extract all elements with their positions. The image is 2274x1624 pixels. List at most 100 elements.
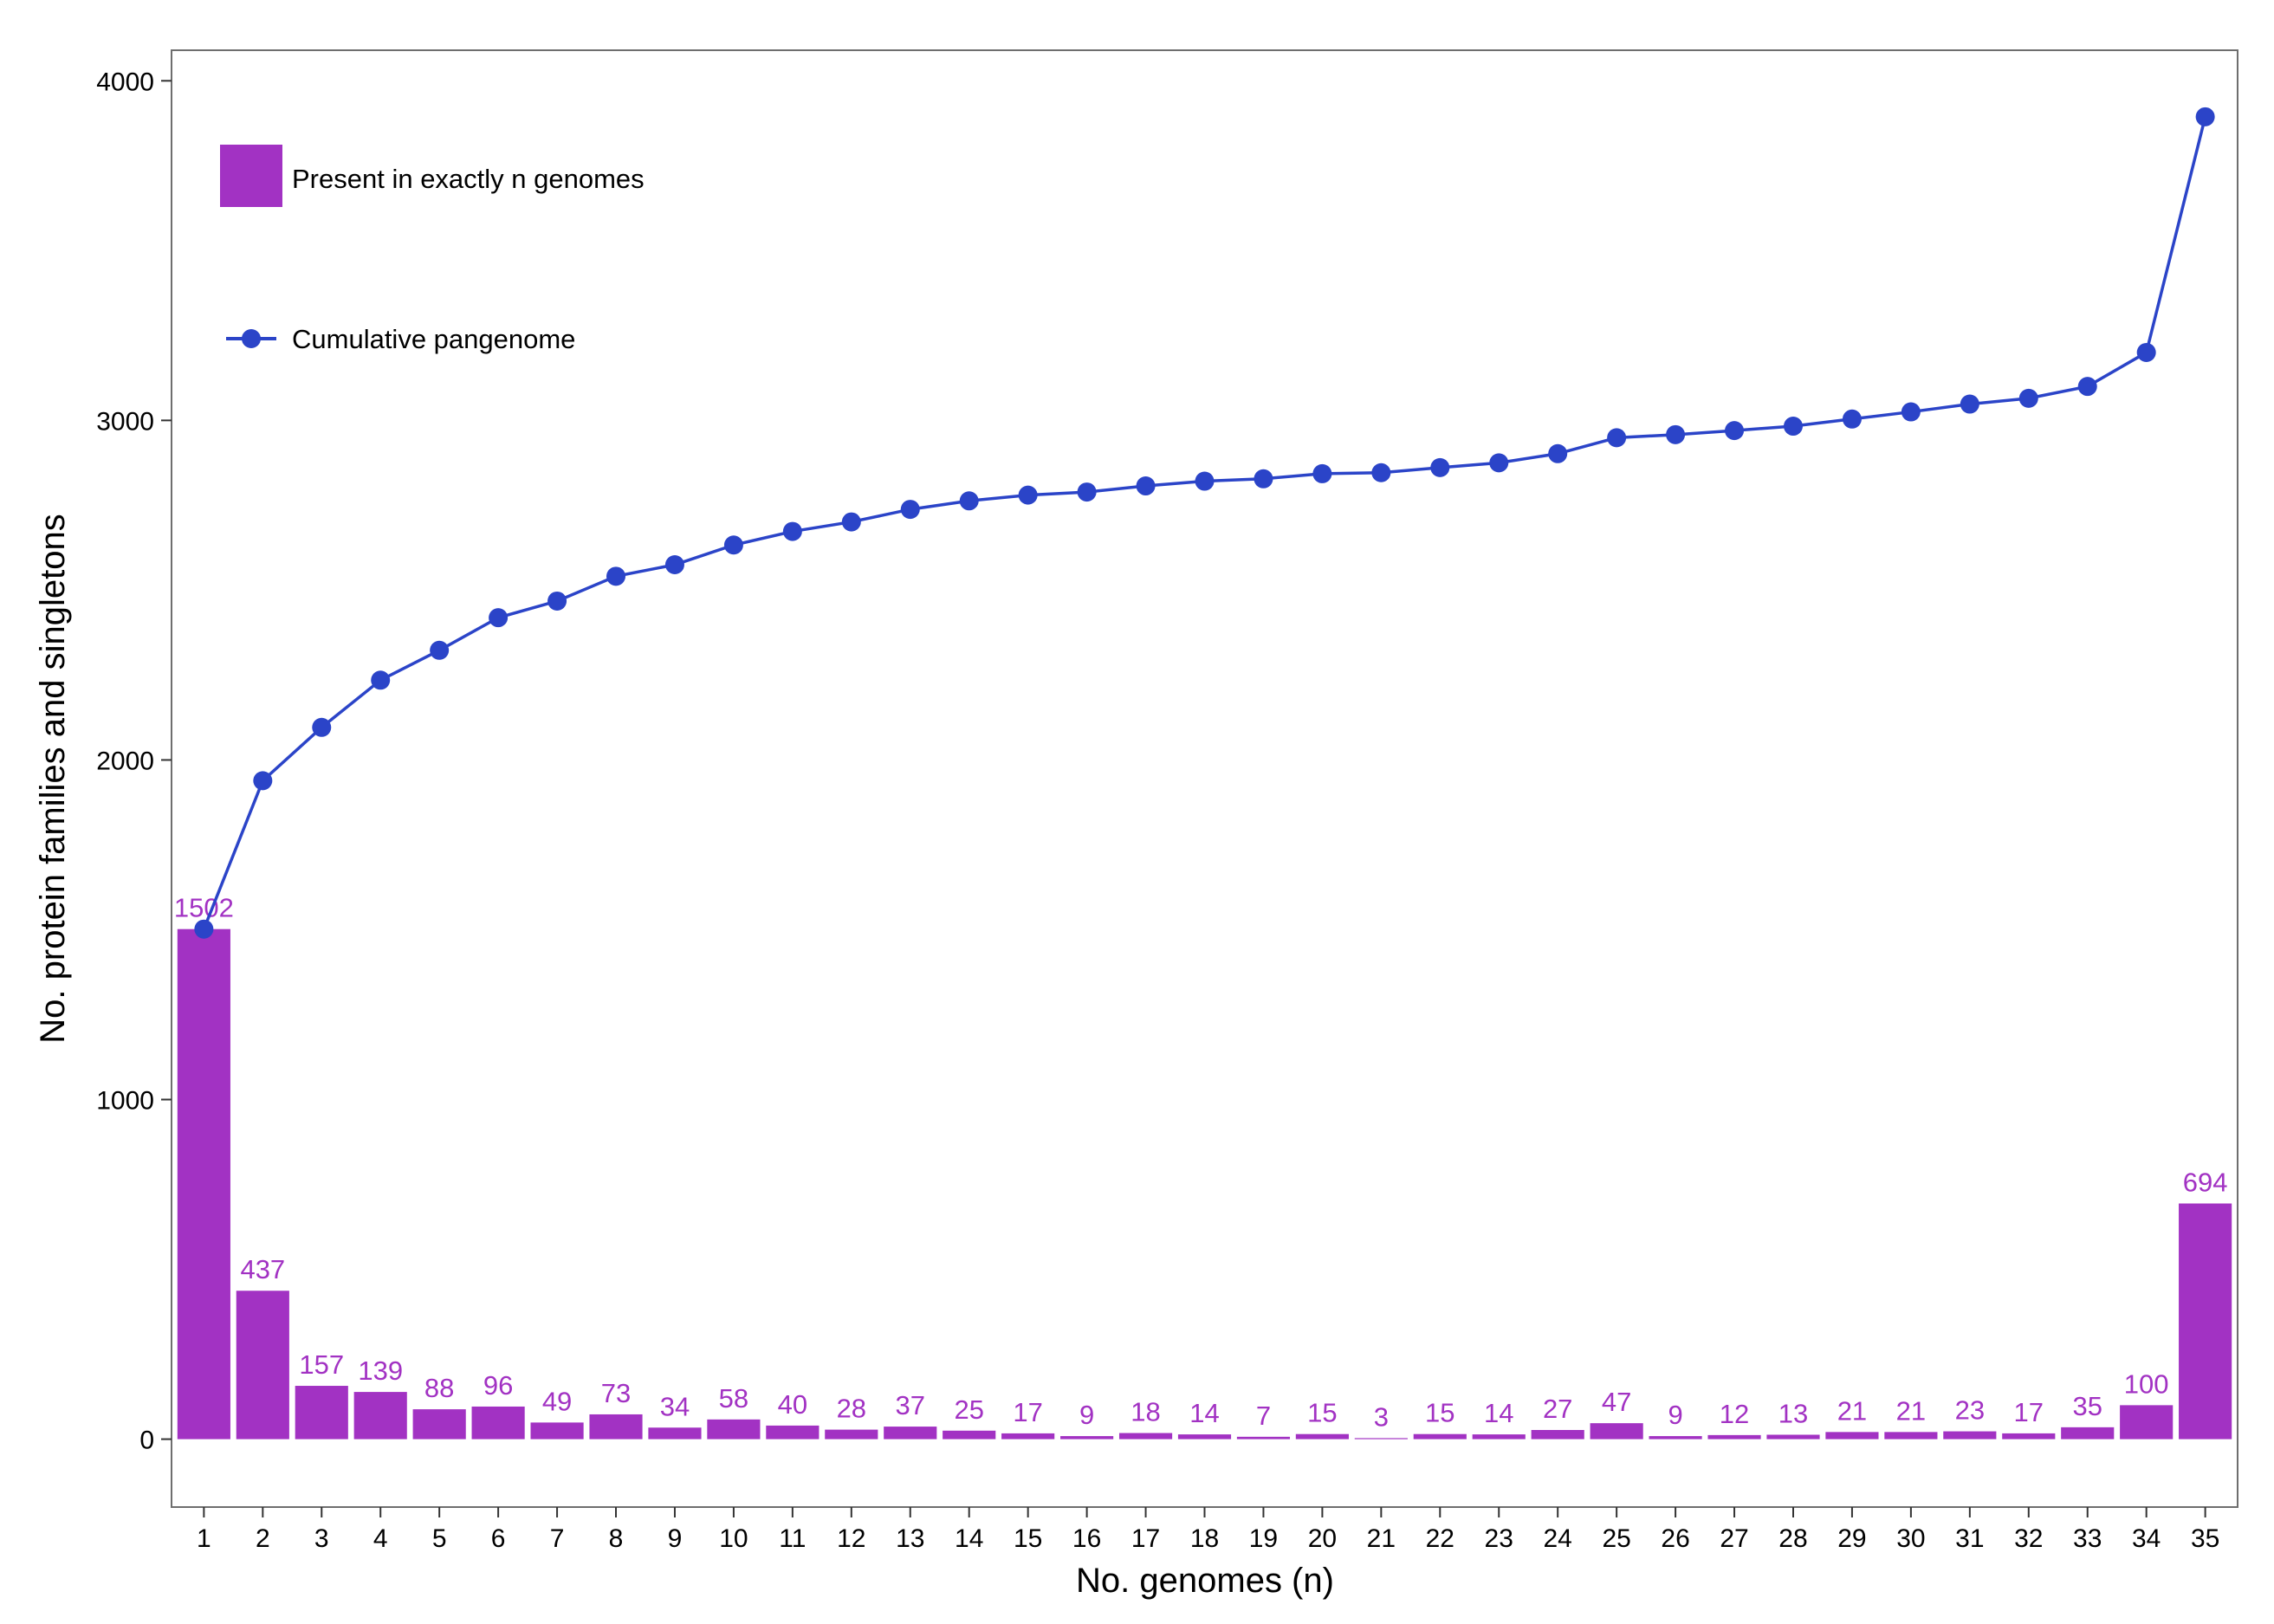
bar (1766, 1434, 1820, 1440)
bar (1118, 1433, 1173, 1440)
cumulative-point (1077, 482, 1097, 502)
x-tick-label: 30 (1896, 1524, 1925, 1553)
cumulative-point (606, 566, 626, 586)
legend-line-label: Cumulative pangenome (292, 324, 575, 354)
cumulative-point (1254, 469, 1273, 488)
x-tick-label: 14 (955, 1524, 983, 1553)
bar-value-label: 157 (299, 1349, 344, 1380)
x-tick-label: 33 (2073, 1524, 2102, 1553)
bar-value-label: 100 (2124, 1368, 2169, 1399)
x-tick-label: 18 (1190, 1524, 1219, 1553)
cumulative-point (1548, 443, 1568, 463)
x-tick-label: 24 (1544, 1524, 1572, 1553)
bar (412, 1409, 466, 1440)
plot-panel (171, 49, 2238, 1508)
bar-value-label: 88 (424, 1373, 454, 1403)
bar-value-label: 25 (954, 1394, 983, 1425)
x-tick-label: 27 (1720, 1524, 1748, 1553)
x-tick-label: 9 (668, 1524, 683, 1553)
cumulative-point (959, 491, 979, 511)
x-tick-label: 13 (896, 1524, 924, 1553)
x-tick-label: 16 (1072, 1524, 1101, 1553)
bar (943, 1430, 996, 1440)
bar-value-label: 28 (837, 1394, 866, 1424)
bar-value-label: 139 (358, 1355, 403, 1386)
legend: Present in exactly n genomes Cumulative … (220, 145, 645, 354)
x-tick-label: 21 (1367, 1524, 1396, 1553)
x-tick-label: 35 (2191, 1524, 2219, 1553)
bar (1001, 1433, 1055, 1440)
cumulative-point (1018, 485, 1038, 505)
bar (1472, 1434, 1526, 1440)
cumulative-point (547, 591, 567, 611)
cumulative-point (1842, 409, 1862, 429)
cumulative-point (489, 608, 509, 628)
y-tick-label: 1000 (96, 1087, 154, 1116)
cumulative-point (1960, 394, 1979, 414)
x-tick-label: 6 (491, 1524, 506, 1553)
bar-value-label: 58 (719, 1383, 748, 1414)
cumulative-point (1430, 457, 1450, 477)
cumulative-point (1607, 428, 1627, 448)
bar-value-label: 15 (1425, 1398, 1454, 1428)
x-tick-label: 23 (1485, 1524, 1513, 1553)
y-tick-label: 0 (139, 1427, 154, 1455)
bar (1060, 1436, 1114, 1440)
bar (1295, 1433, 1349, 1440)
x-axis: 1 2 3 4 5 6 7 8 9 10 11 12 13 14 15 16 17 18 19 20 21 22 23 24 2… (197, 1507, 2219, 1553)
y-tick-label: 2000 (96, 747, 154, 775)
cumulative-point (2136, 342, 2156, 362)
bar-value-label: 9 (1668, 1400, 1682, 1430)
bars-layer (177, 928, 2232, 1440)
cumulative-point (1666, 424, 1686, 444)
bar-value-label: 18 (1131, 1397, 1160, 1427)
bar-value-label: 15 (1307, 1398, 1337, 1428)
x-tick-label: 12 (837, 1524, 865, 1553)
bar-value-label: 73 (601, 1378, 631, 1408)
bar-value-label: 37 (896, 1390, 925, 1420)
cumulative-point (1783, 417, 1803, 437)
bar-value-label: 17 (2014, 1397, 2044, 1427)
bar (2179, 1203, 2232, 1440)
cumulative-point (194, 919, 214, 939)
cumulative-point (1371, 463, 1391, 482)
x-axis-title: No. genomes (n) (1076, 1562, 1334, 1600)
x-tick-label: 25 (1602, 1524, 1630, 1553)
bar (1943, 1431, 1997, 1440)
cumulative-point (2077, 377, 2097, 397)
bar (177, 928, 230, 1440)
cumulative-point (782, 521, 802, 541)
cumulative-point (1489, 453, 1509, 473)
bar-value-label: 3 (1374, 1401, 1389, 1432)
bar (353, 1392, 407, 1440)
bar-value-label: 21 (1837, 1395, 1867, 1426)
cumulative-point (1725, 421, 1745, 441)
y-tick-label: 4000 (96, 68, 154, 96)
bar (648, 1427, 702, 1440)
x-tick-label: 29 (1837, 1524, 1866, 1553)
bar (1649, 1436, 1702, 1440)
bar (1531, 1429, 1584, 1440)
bar-value-label: 1502 (174, 893, 234, 923)
x-tick-label: 20 (1308, 1524, 1337, 1553)
bar (471, 1406, 525, 1440)
bar (2120, 1405, 2174, 1440)
cumulative-point (2195, 107, 2215, 126)
bar-value-label: 27 (1543, 1394, 1572, 1424)
y-axis-title: No. protein families and singletons (34, 514, 72, 1043)
bar (1590, 1423, 1643, 1440)
bar-value-label: 14 (1484, 1398, 1513, 1428)
cumulative-point (1195, 471, 1215, 491)
bar (707, 1419, 761, 1440)
x-tick-label: 26 (1661, 1524, 1689, 1553)
bar-value-label: 21 (1896, 1395, 1926, 1426)
bar (766, 1425, 820, 1440)
y-tick-label: 3000 (96, 407, 154, 436)
x-tick-label: 8 (609, 1524, 624, 1553)
cumulative-point (1312, 463, 1332, 483)
bar-value-label: 40 (778, 1389, 807, 1420)
legend-line-marker (242, 329, 261, 348)
x-tick-label: 15 (1014, 1524, 1042, 1553)
